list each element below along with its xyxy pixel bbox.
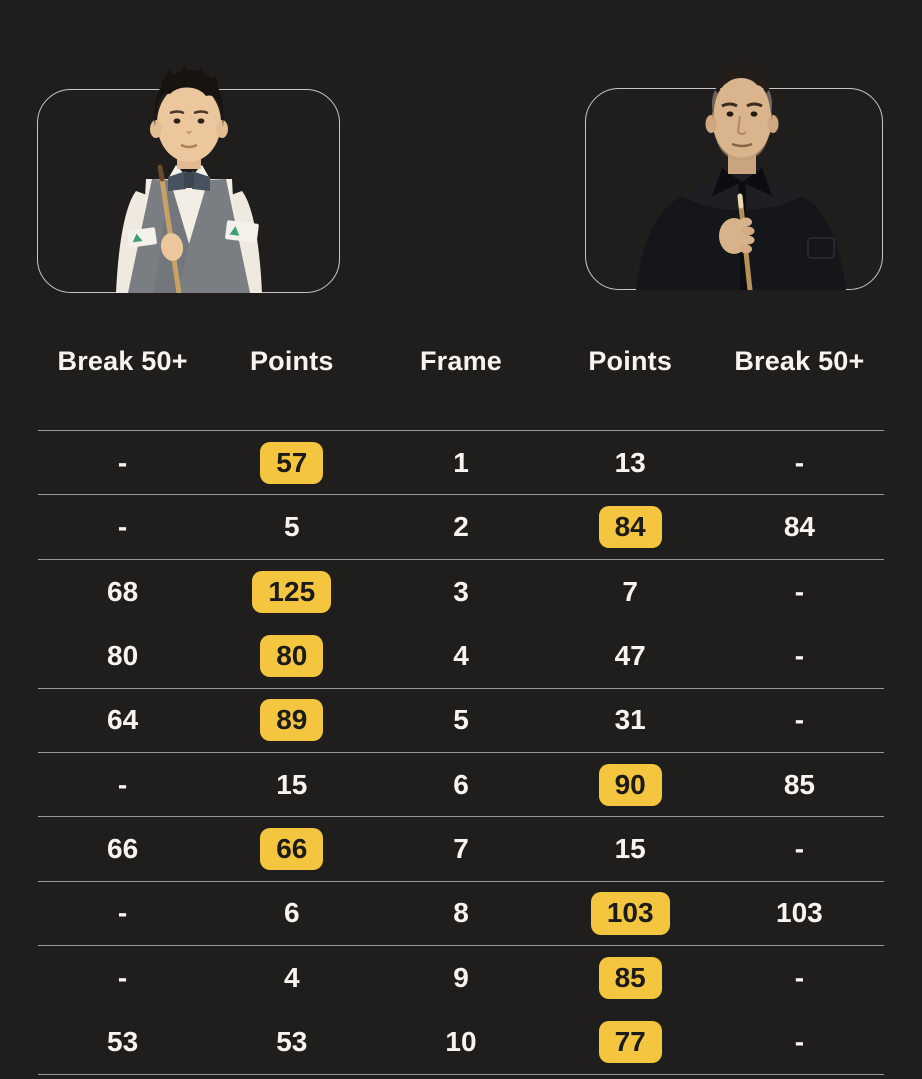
left-break-value: 64	[107, 704, 139, 736]
left-points-value: 125	[252, 570, 332, 614]
frame-number: 3	[453, 575, 469, 607]
player-right-photo-frame	[585, 60, 883, 290]
player-left-photo-frame	[37, 66, 340, 293]
right-points-value: 31	[614, 704, 646, 736]
left-break-value: -	[117, 962, 128, 994]
frame-row-6: - 15 6 90 85	[38, 753, 884, 818]
frame-row-1: - 57 1 13 -	[38, 431, 884, 496]
frame-row-4: 80 80 4 47 -	[38, 624, 884, 689]
frame-row-10: 53 53 10 77 -	[38, 1011, 884, 1075]
left-points-value: 53	[276, 1026, 308, 1058]
right-break-value: -	[794, 704, 805, 736]
right-points-value: 13	[614, 446, 646, 478]
right-points-value: 90	[598, 763, 662, 806]
left-break-value: -	[117, 897, 128, 929]
right-points-value: 15	[614, 832, 646, 864]
col-header-left-points: Points	[249, 346, 334, 376]
col-header-frame: Frame	[419, 346, 503, 376]
snooker-player-left-portrait	[115, 66, 262, 293]
right-points-value: 103	[590, 892, 670, 935]
right-points-value: 7	[622, 575, 638, 607]
right-break-value: -	[794, 639, 805, 671]
score-table-header: Break 50+ Points Frame Points Break 50+	[38, 346, 884, 377]
left-break-value: 66	[107, 833, 139, 865]
frame-row-2: - 5 2 84 84	[38, 495, 884, 560]
frame-number: 4	[453, 639, 469, 671]
left-points-value: 5	[284, 510, 300, 542]
frame-row-9: - 4 9 85 -	[38, 946, 884, 1010]
left-break-value: 53	[107, 1026, 139, 1058]
frame-row-8: - 6 8 103 103	[38, 882, 884, 947]
right-points-value: 84	[598, 505, 662, 549]
frame-number: 10	[445, 1026, 477, 1058]
frame-row-3: 68 125 3 7 -	[38, 560, 884, 624]
left-points-value: 80	[260, 634, 324, 677]
left-points-value: 89	[260, 699, 324, 742]
right-break-value: 84	[783, 511, 815, 543]
frame-number: 1	[453, 446, 469, 478]
left-points-value: 4	[284, 962, 300, 994]
snooker-player-right-portrait	[636, 60, 846, 290]
frame-number: 6	[453, 768, 469, 800]
left-break-value: 80	[107, 639, 139, 671]
right-points-value: 77	[598, 1021, 662, 1064]
right-break-value: -	[794, 1026, 805, 1058]
right-points-value: 47	[614, 639, 646, 671]
frame-number: 8	[453, 897, 469, 929]
right-break-value: -	[794, 575, 805, 607]
col-header-right-points: Points	[588, 346, 673, 376]
right-points-value: 85	[598, 957, 662, 1000]
frame-row-5: 64 89 5 31 -	[38, 689, 884, 753]
left-points-value: 66	[260, 827, 324, 871]
right-break-value: 85	[783, 768, 815, 800]
frame-number: 9	[453, 962, 469, 994]
right-break-value: -	[794, 962, 805, 994]
left-break-value: 68	[107, 575, 139, 607]
right-break-value: -	[794, 833, 805, 865]
left-break-value: -	[117, 446, 128, 478]
right-break-value: 103	[776, 897, 823, 929]
frame-number: 5	[453, 704, 469, 736]
left-points-value: 57	[260, 441, 324, 484]
left-points-value: 6	[284, 897, 300, 929]
col-header-left-break50: Break 50+	[57, 346, 188, 376]
score-table: - 57 1 13 - - 5 2 84 84 68 125 3 7 - 80 …	[38, 430, 884, 1075]
frame-number: 2	[453, 511, 469, 543]
left-break-value: -	[117, 768, 128, 800]
frame-row-7: 66 66 7 15 -	[38, 817, 884, 882]
left-break-value: -	[117, 511, 128, 543]
left-points-value: 15	[276, 768, 308, 800]
col-header-right-break50: Break 50+	[734, 346, 865, 376]
frame-number: 7	[453, 833, 469, 865]
right-break-value: -	[794, 446, 805, 478]
